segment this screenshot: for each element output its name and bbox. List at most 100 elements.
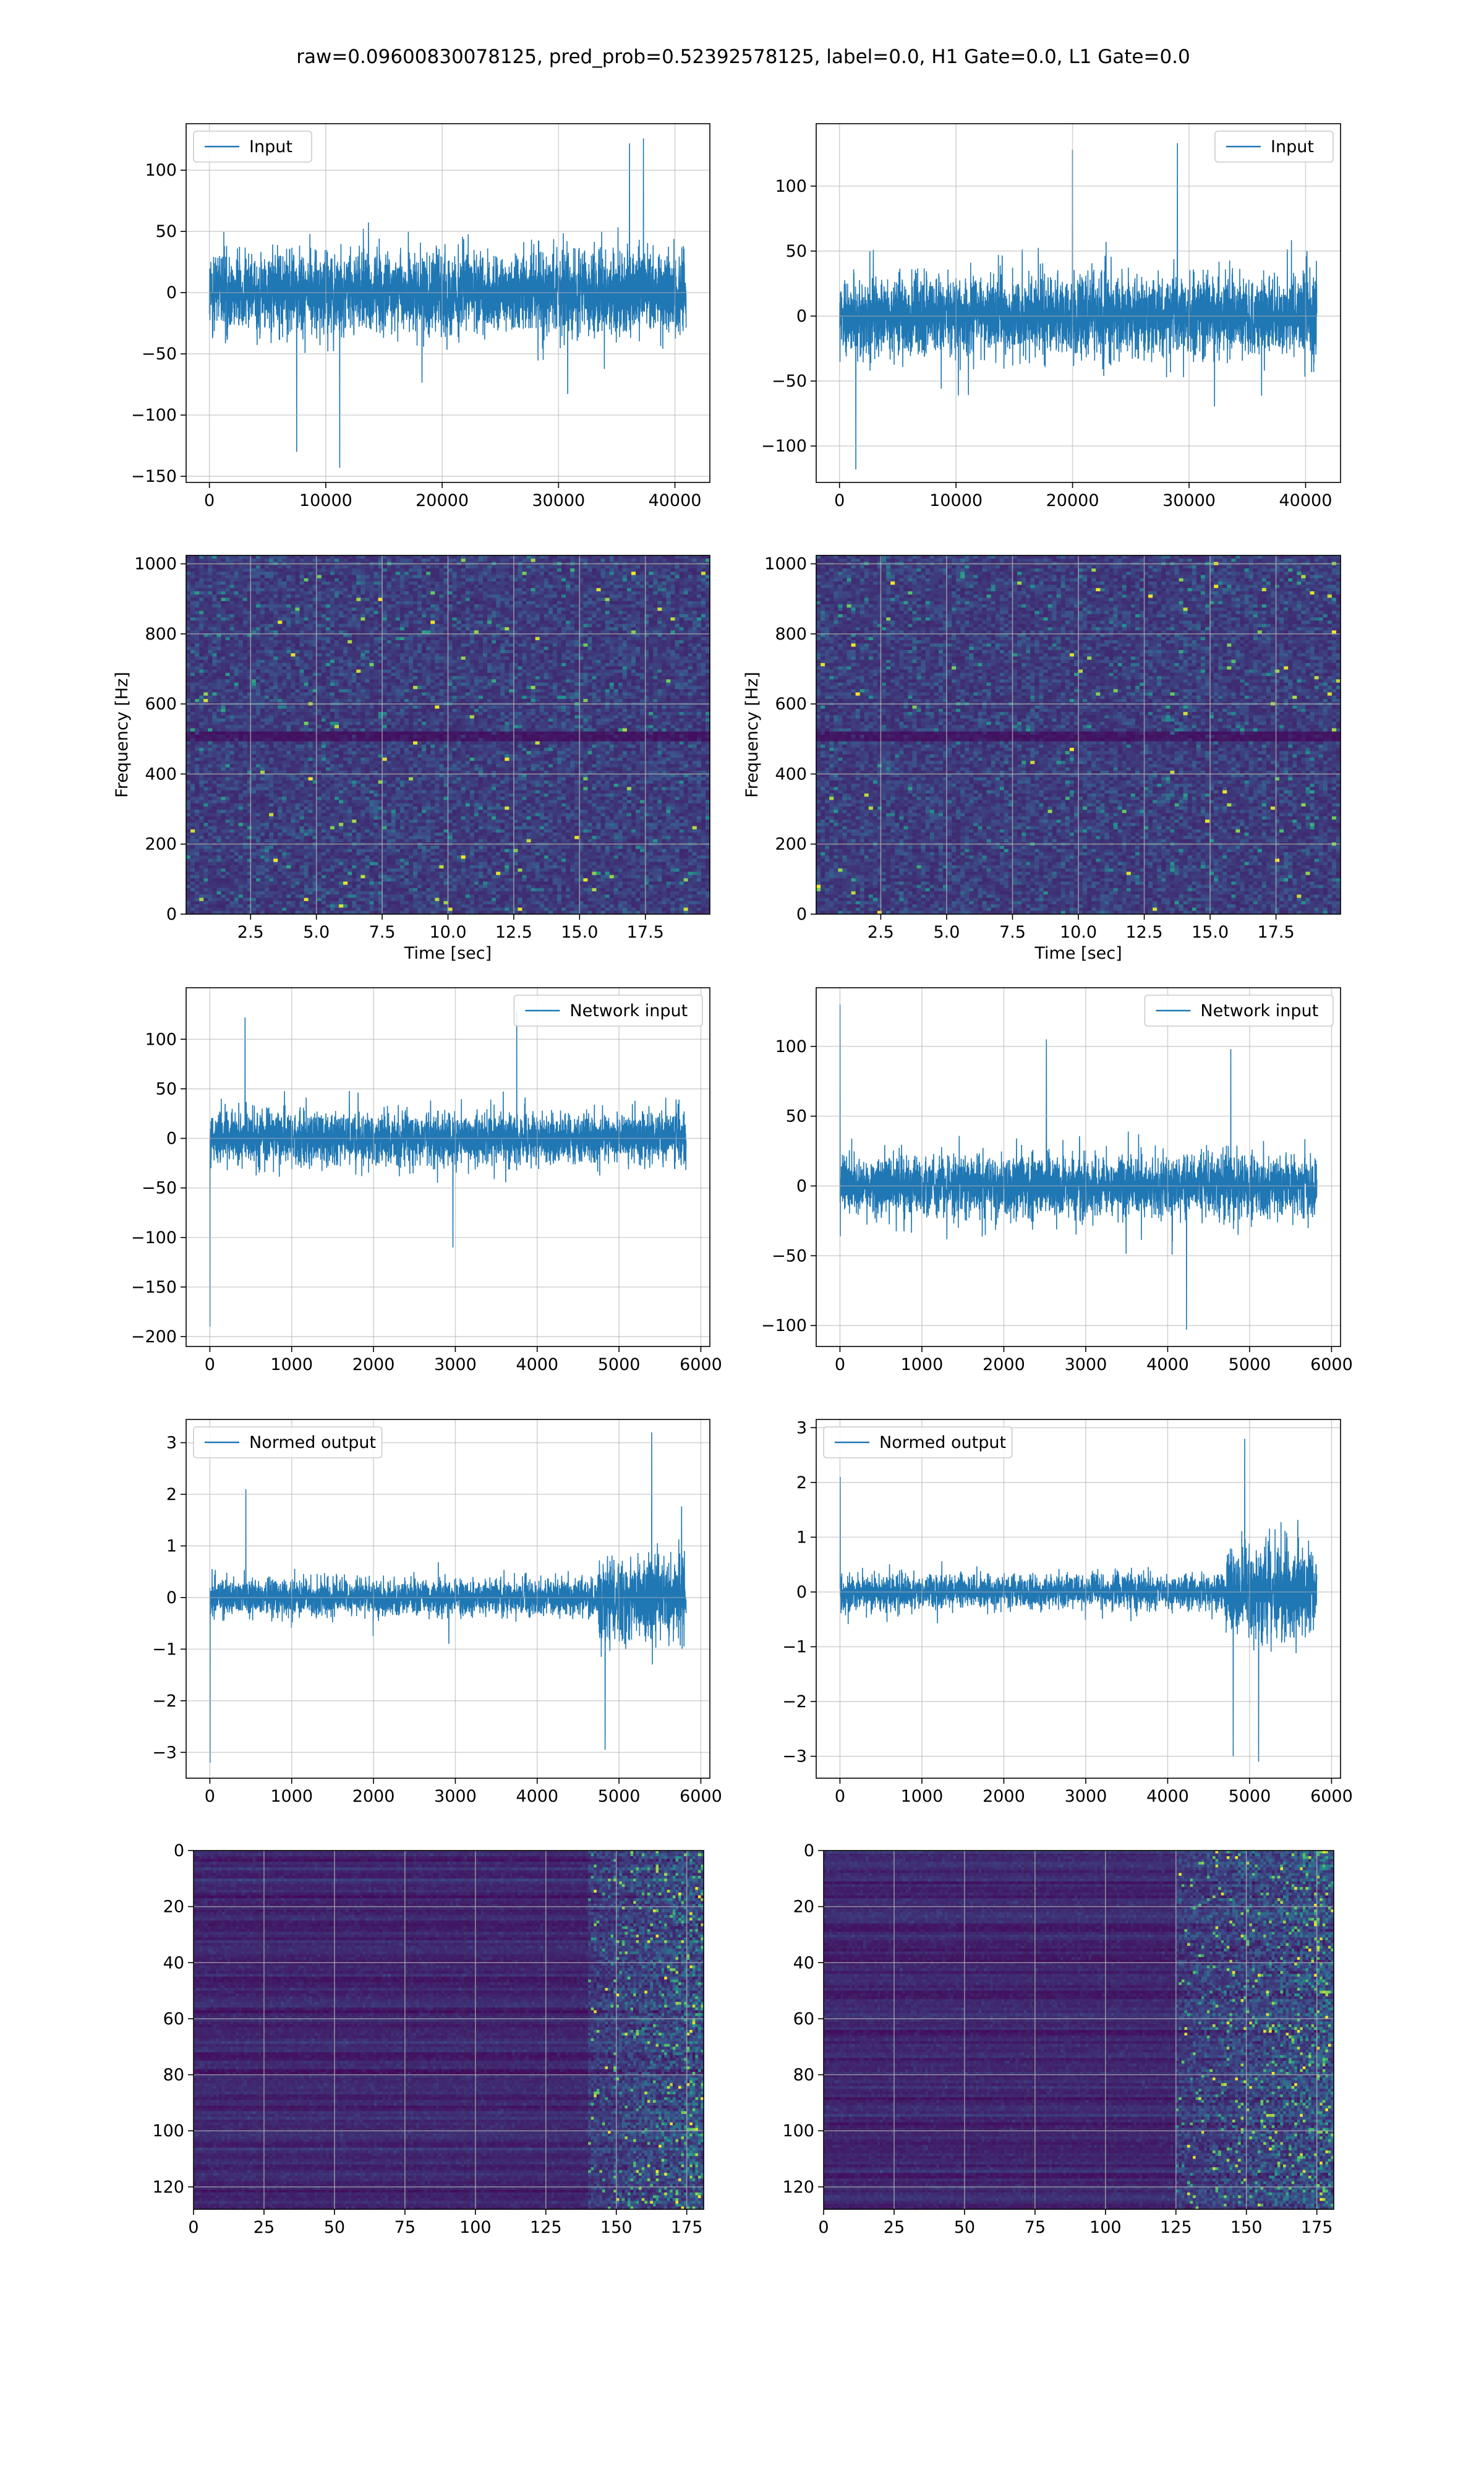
- heatmap-cell: [548, 588, 553, 592]
- heatmap-cell: [527, 640, 532, 644]
- heatmap-cell: [461, 578, 466, 582]
- heatmap-cell: [221, 676, 226, 680]
- heatmap-cell: [317, 617, 322, 621]
- heatmap-cell: [566, 653, 571, 657]
- heatmap-cell: [269, 588, 274, 592]
- heatmap-cell: [531, 611, 536, 615]
- heatmap-cell: [208, 601, 213, 605]
- heatmap-cell: [557, 578, 562, 582]
- heatmap-cell: [322, 666, 326, 670]
- heatmap-cell: [470, 637, 475, 641]
- heatmap-cell: [291, 673, 296, 677]
- y-tick-label: −100: [761, 437, 807, 456]
- heatmap-cell: [614, 673, 619, 677]
- heatmap-cell: [212, 581, 217, 585]
- heatmap-cell: [522, 647, 527, 651]
- heatmap-cell: [596, 611, 601, 615]
- heatmap-cell: [199, 683, 204, 687]
- heatmap-cell: [693, 679, 697, 683]
- heatmap-cell: [300, 656, 305, 660]
- heatmap-cell: [492, 660, 497, 664]
- heatmap-cell: [195, 679, 200, 683]
- heatmap-cell: [278, 565, 283, 569]
- heatmap-cell: [522, 598, 527, 602]
- heatmap-cell: [570, 578, 575, 582]
- heatmap-cell: [286, 620, 291, 624]
- heatmap-cell: [190, 666, 195, 670]
- heatmap-cell: [466, 578, 471, 582]
- heatmap-cell: [684, 679, 689, 683]
- heatmap-cell: [631, 614, 636, 618]
- heatmap-cell: [374, 607, 379, 611]
- heatmap-cell: [670, 656, 675, 660]
- heatmap-cell: [518, 679, 522, 683]
- heatmap-cell: [544, 559, 549, 562]
- heatmap-cell: [291, 601, 296, 605]
- heatmap-cell: [426, 643, 431, 647]
- heatmap-cell: [300, 624, 305, 628]
- heatmap-cell: [636, 624, 641, 628]
- heatmap-cell: [522, 643, 527, 647]
- heatmap-cell: [649, 584, 654, 588]
- heatmap-cell: [649, 617, 654, 621]
- heatmap-cell: [688, 611, 693, 615]
- heatmap-cell: [701, 653, 706, 657]
- heatmap-cell: [574, 575, 579, 579]
- heatmap-cell: [492, 604, 497, 608]
- heatmap-cell: [570, 656, 575, 660]
- heatmap-cell: [448, 591, 453, 595]
- heatmap-cell: [422, 601, 427, 605]
- heatmap-cell: [195, 620, 200, 624]
- heatmap-cell: [226, 604, 231, 608]
- heatmap-cell: [343, 624, 348, 628]
- heatmap-cell: [360, 620, 365, 624]
- heatmap-cell: [627, 666, 632, 670]
- heatmap-cell: [587, 611, 592, 615]
- heatmap-cell: [343, 594, 348, 598]
- heatmap-cell: [221, 611, 226, 615]
- heatmap-cell: [330, 686, 335, 690]
- heatmap-cell: [675, 656, 680, 660]
- heatmap-cell: [479, 614, 484, 618]
- heatmap-cell: [557, 640, 562, 644]
- heatmap-cell: [265, 647, 270, 651]
- heatmap-cell: [492, 650, 497, 654]
- heatmap-cell: [474, 594, 479, 598]
- heatmap-cell: [487, 601, 492, 605]
- heatmap-cell: [413, 653, 418, 657]
- heatmap-cell: [430, 555, 435, 559]
- heatmap-cell: [470, 581, 475, 585]
- heatmap-cell: [657, 656, 662, 660]
- heatmap-cell: [326, 643, 331, 647]
- heatmap-cell: [326, 559, 331, 562]
- heatmap-cell: [461, 670, 466, 674]
- heatmap-cell: [369, 647, 374, 651]
- heatmap-cell: [199, 559, 204, 562]
- heatmap-cell: [239, 559, 244, 562]
- heatmap-cell: [614, 650, 619, 654]
- heatmap-cell: [252, 614, 257, 618]
- heatmap-cell: [186, 594, 191, 598]
- heatmap-cell: [509, 568, 514, 572]
- heatmap-cell: [509, 670, 514, 674]
- heatmap-cell: [461, 575, 466, 579]
- heatmap-cell: [684, 650, 689, 654]
- heatmap-cell: [561, 663, 566, 667]
- heatmap-cell: [470, 555, 475, 559]
- heatmap-cell: [317, 686, 322, 690]
- heatmap-cell: [256, 584, 261, 588]
- heatmap-cell: [226, 620, 231, 624]
- heatmap-cell: [457, 571, 462, 575]
- heatmap-cell: [461, 559, 466, 562]
- heatmap-cell: [422, 571, 427, 575]
- heatmap-cell: [400, 676, 405, 680]
- heatmap-cell: [527, 653, 532, 657]
- heatmap-cell: [256, 611, 261, 615]
- heatmap-cell: [365, 637, 370, 641]
- heatmap-cell: [675, 575, 680, 579]
- heatmap-cell: [461, 601, 466, 605]
- heatmap-cell: [365, 604, 370, 608]
- heatmap-cell: [239, 575, 244, 579]
- heatmap-cell: [216, 670, 221, 674]
- heatmap-cell: [317, 624, 322, 628]
